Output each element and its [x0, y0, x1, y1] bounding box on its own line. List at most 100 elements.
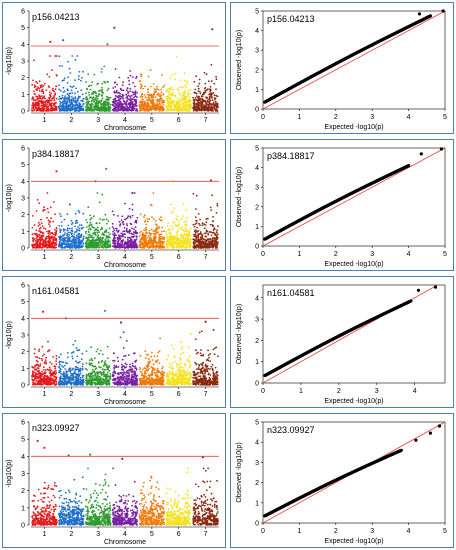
y-tick-label: 2 [21, 488, 25, 495]
x-tick-label: 1 [42, 254, 46, 261]
manhattan-panel-1: 0 1 2 3 4 5 6 1 2 3 4 5 6 7 Chromosome -log10(p) p156.04… [2, 2, 226, 134]
x-tick-label: 3 [96, 254, 100, 261]
x-tick-label: 6 [177, 254, 181, 261]
y-tick-label: 2 [21, 212, 25, 219]
x-tick-label: 4 [407, 251, 411, 258]
qq-points [263, 299, 413, 378]
y-tick-label: 0 [21, 383, 25, 390]
y-tick-label: 0 [21, 523, 25, 530]
y-tick-label: 4 [255, 165, 259, 172]
chromosome-1-points [31, 340, 58, 386]
qq-outlier-point [439, 147, 443, 151]
x-tick-label: 2 [337, 388, 341, 395]
x-tick-label: 1 [299, 388, 303, 395]
x-tick-label: 5 [150, 117, 154, 124]
chromosome-3-points [84, 192, 112, 249]
y-axis-label: -log10(p) [6, 459, 13, 487]
chromosome-1-points [31, 192, 58, 249]
x-tick-label: 5 [150, 254, 154, 261]
qq-outlier-point [433, 285, 438, 289]
x-axis-label: Chromosome [104, 539, 146, 546]
y-tick-label: 1 [255, 224, 259, 231]
x-tick-label: 2 [334, 528, 338, 535]
y-tick-label: 6 [21, 283, 25, 290]
manhattan-points [31, 55, 219, 112]
qq-panel-2: 0 1 2 3 4 5 0 1 2 3 4 5 Expected -log10(p) Observed -… [230, 139, 454, 271]
y-tick-label: 6 [21, 9, 25, 16]
y-tick-label: 3 [21, 196, 25, 203]
y-tick-label: 3 [255, 317, 259, 324]
peak-point [62, 39, 65, 42]
x-tick-label: 1 [42, 391, 46, 398]
x-tick-label: 5 [150, 391, 154, 398]
manhattan-plot-p384: 0 1 2 3 4 5 6 1 2 3 4 5 6 7 Chromosome -log10(p) p384.18… [6, 146, 219, 269]
y-tick-label: 2 [21, 75, 25, 82]
x-tick-label: 7 [204, 531, 208, 538]
y-axis-label: Observed -log10(p) [236, 30, 243, 90]
x-tick-label: 3 [375, 388, 379, 395]
x-tick-label: 2 [334, 114, 338, 121]
y-tick-label: 3 [255, 48, 259, 55]
chromosome-2-points [58, 476, 85, 526]
manhattan-panel-3: 0 1 2 3 4 5 6 1 2 3 4 5 6 7 Chromosome -log10(p) n161.04… [2, 276, 226, 408]
x-tick-label: 5 [443, 528, 447, 535]
y-tick-label: 1 [255, 87, 259, 94]
y-axis-label: -log10(p) [6, 184, 13, 212]
chromosome-7-points [192, 63, 219, 112]
y-tick-label: 0 [21, 246, 25, 253]
x-tick-label: 2 [69, 531, 73, 538]
qq-points [263, 448, 403, 518]
y-tick-label: 3 [21, 333, 25, 340]
qq-outlier-point [416, 288, 421, 292]
qq-panel-1: 0 1 2 3 4 5 0 1 2 3 4 5 Expected -log10(p) Observed -… [230, 2, 454, 134]
y-tick-label: 1 [255, 500, 259, 507]
plot-frame [262, 10, 446, 110]
qq-outlier-point [441, 9, 445, 13]
y-tick-label: 5 [21, 25, 25, 32]
plot-frame [262, 421, 446, 524]
y-tick-label: 1 [255, 359, 259, 366]
y-tick-label: 1 [21, 505, 25, 512]
plot-title: p156.04213 [267, 14, 315, 24]
x-tick-label: 4 [407, 114, 411, 121]
chromosome-7-points [192, 192, 219, 249]
x-tick-label: 2 [69, 117, 73, 124]
qq-points [263, 164, 411, 241]
chromosome-2-points [58, 340, 85, 386]
peak-point [204, 320, 207, 323]
qq-plot-p384: 0 1 2 3 4 5 0 1 2 3 4 5 Expected -log10(p) Observed -… [236, 146, 447, 269]
y-axis-label: -log10(p) [6, 47, 13, 75]
x-tick-label: 7 [204, 391, 208, 398]
manhattan-points [31, 329, 219, 386]
y-tick-label: 4 [21, 454, 25, 461]
y-tick-label: 4 [21, 316, 25, 323]
y-axis-label: Observed -log10(p) [236, 167, 243, 227]
reference-line [262, 147, 446, 247]
plot-frame [262, 147, 446, 247]
qq-panel-3: 0 1 2 3 4 0 1 2 3 4 Expected -log10(p) Observed -lo… [230, 276, 454, 408]
plot-title: p156.04213 [32, 12, 80, 22]
y-tick-label: 3 [255, 185, 259, 192]
x-tick-label: 5 [150, 531, 154, 538]
qq-plot-n323: 0 1 2 3 4 5 0 1 2 3 4 5 Expected -log10(p) Observed -… [236, 420, 447, 546]
x-tick-label: 3 [370, 114, 374, 121]
y-tick-label: 5 [21, 299, 25, 306]
y-axis-label: Observed -log10(p) [236, 304, 243, 364]
peak-point [113, 26, 116, 29]
peak-point [211, 28, 214, 31]
y-tick-label: 0 [255, 521, 259, 528]
peak-point [105, 167, 108, 170]
x-tick-label: 3 [96, 391, 100, 398]
plot-title: n323.09927 [32, 423, 80, 433]
qq-outlier-point [437, 424, 442, 428]
chromosome-2-points [58, 55, 85, 112]
manhattan-panel-2: 0 1 2 3 4 5 6 1 2 3 4 5 6 7 Chromosome -log10(p) p384.18… [2, 139, 226, 271]
qq-panel-4: 0 1 2 3 4 5 0 1 2 3 4 5 Expected -log10(p) Observed -… [230, 413, 454, 548]
y-tick-label: 4 [255, 295, 259, 302]
chromosome-6-points [165, 333, 193, 386]
peak-point [106, 43, 109, 46]
y-tick-label: 5 [255, 9, 259, 16]
y-tick-label: 4 [255, 28, 259, 35]
y-tick-label: 1 [21, 366, 25, 373]
x-tick-label: 2 [334, 251, 338, 258]
